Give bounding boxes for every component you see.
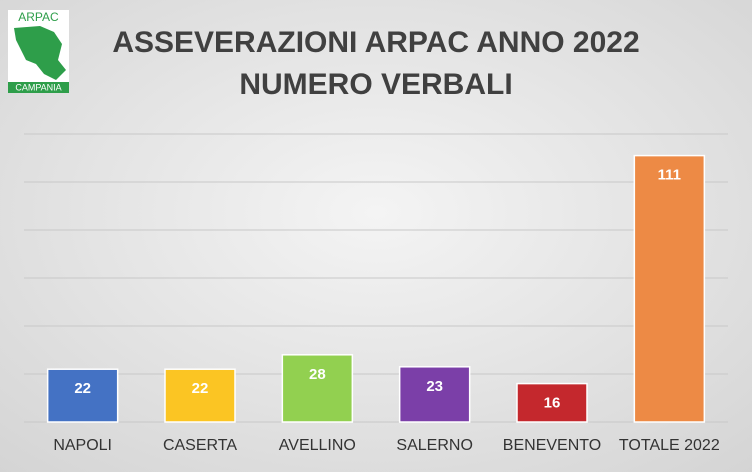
data-label: 22: [192, 380, 209, 397]
logo-map: [14, 26, 66, 80]
data-label: 16: [544, 395, 561, 412]
data-label: 111: [658, 167, 681, 184]
data-label: 22: [74, 380, 91, 397]
bar: [281, 354, 354, 423]
chart-title: ASSEVERAZIONI ARPAC ANNO 2022: [112, 26, 639, 59]
logo-top: ARPAC: [18, 10, 59, 24]
x-tick-label: SALERNO: [396, 437, 472, 454]
bar: [164, 368, 236, 423]
logo-band: [8, 82, 69, 93]
chart-subtitle: NUMERO VERBALI: [239, 68, 512, 101]
x-tick-label: NAPOLI: [53, 437, 112, 454]
data-label: 28: [309, 366, 326, 383]
data-label: 23: [426, 378, 443, 395]
x-tick-label: CASERTA: [163, 437, 237, 454]
x-tick-label: BENEVENTO: [503, 437, 601, 454]
bar: [516, 382, 588, 423]
logo: ARPAC CAMPANIA: [8, 10, 69, 93]
x-tick-label: TOTALE 2022: [619, 437, 720, 454]
bar: [46, 368, 119, 423]
x-tick-label: AVELLINO: [279, 437, 356, 454]
bar: [398, 366, 471, 423]
logo-bottom: CAMPANIA: [15, 82, 61, 92]
bar: [633, 154, 706, 423]
